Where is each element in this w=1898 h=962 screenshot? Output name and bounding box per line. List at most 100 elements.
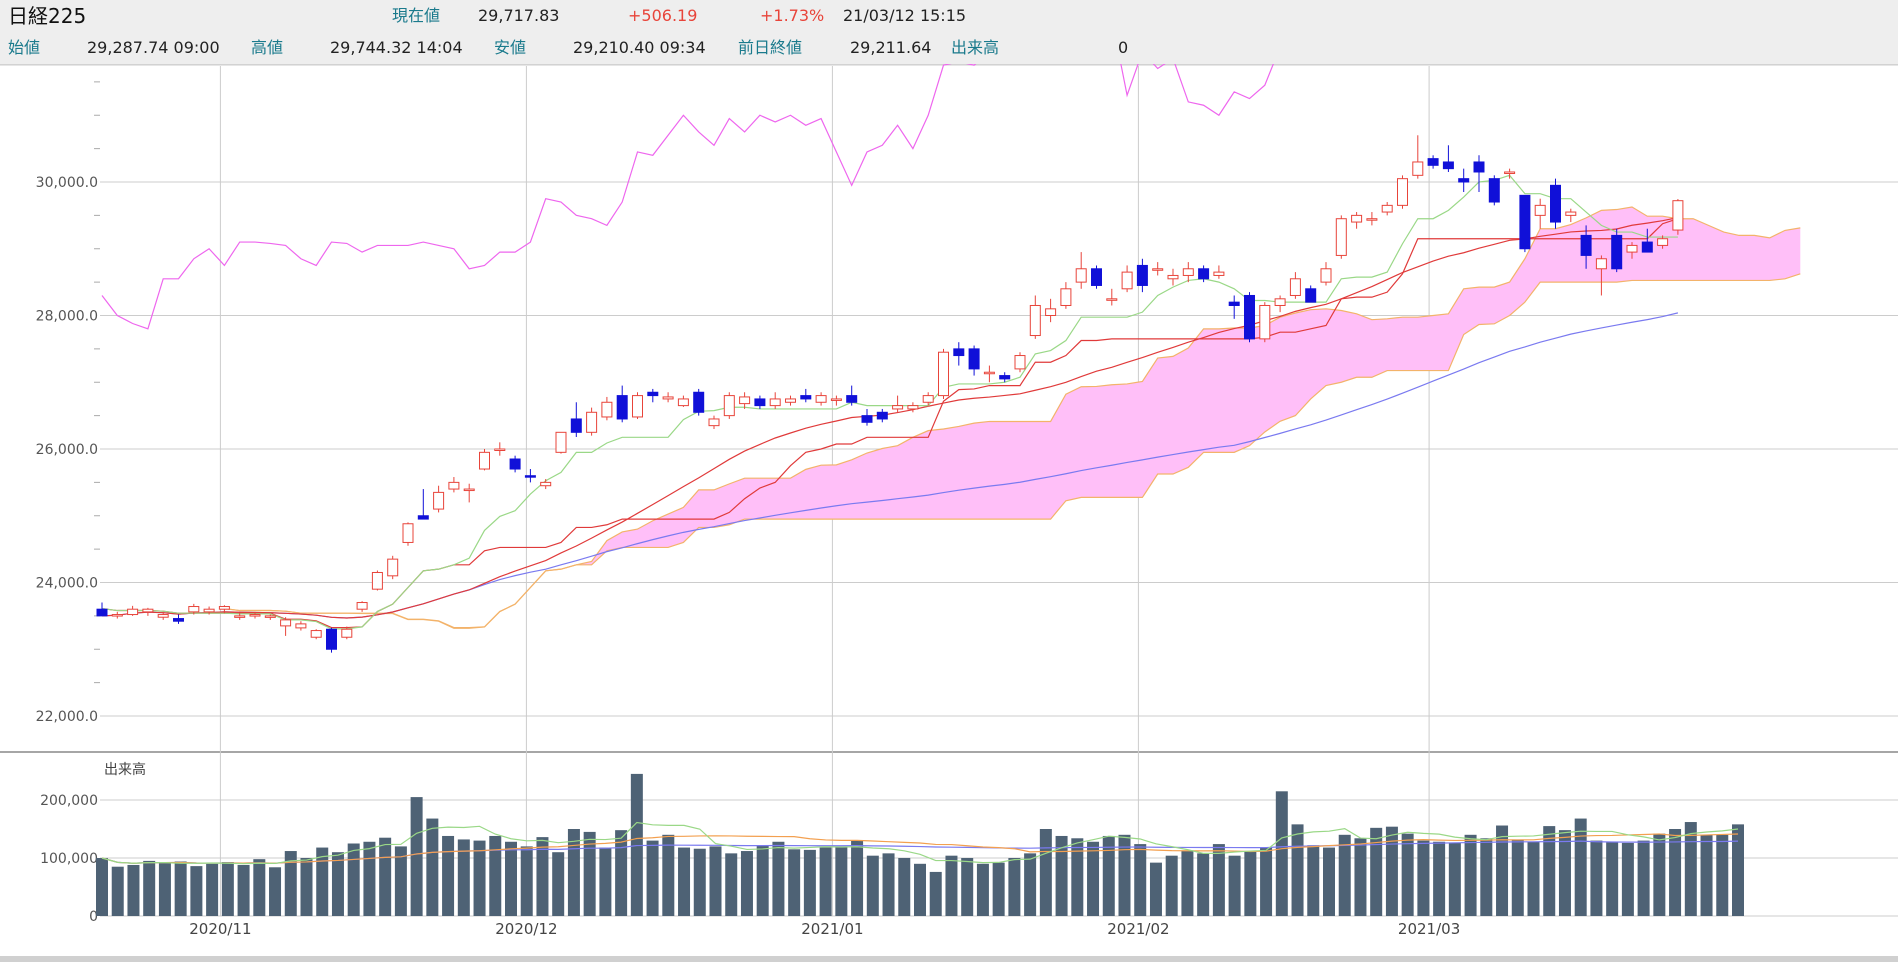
volume-bar[interactable]: [646, 840, 659, 916]
candle[interactable]: [1580, 225, 1592, 269]
candle[interactable]: [769, 392, 781, 409]
candle[interactable]: [1442, 145, 1454, 172]
volume-bar[interactable]: [1071, 838, 1084, 916]
candle[interactable]: [1167, 268, 1179, 286]
candle[interactable]: [708, 415, 720, 429]
volume-bar[interactable]: [756, 845, 769, 916]
volume-bar[interactable]: [520, 846, 533, 916]
volume-bar[interactable]: [1244, 851, 1257, 916]
volume-bar[interactable]: [788, 849, 801, 916]
volume-bar[interactable]: [1684, 822, 1697, 916]
volume-bar[interactable]: [1590, 840, 1603, 916]
candle[interactable]: [938, 348, 949, 399]
candle[interactable]: [785, 395, 796, 406]
candle[interactable]: [953, 342, 965, 366]
volume-bar[interactable]: [143, 860, 156, 916]
candle[interactable]: [815, 392, 827, 406]
volume-bar[interactable]: [190, 866, 203, 916]
candle[interactable]: [387, 555, 399, 580]
volume-bar[interactable]: [1008, 858, 1021, 916]
candle[interactable]: [1320, 262, 1332, 286]
candle[interactable]: [1121, 265, 1133, 293]
volume-bar[interactable]: [662, 834, 675, 916]
candle[interactable]: [1244, 292, 1255, 343]
candle[interactable]: [1504, 168, 1516, 179]
volume-bar[interactable]: [1197, 853, 1210, 916]
volume-bar[interactable]: [1496, 825, 1509, 916]
candle[interactable]: [111, 611, 123, 619]
candle[interactable]: [1519, 194, 1531, 253]
candle[interactable]: [830, 395, 842, 406]
volume-bar[interactable]: [898, 858, 911, 916]
volume-bar[interactable]: [1260, 847, 1273, 916]
candle[interactable]: [693, 388, 705, 416]
volume-bar[interactable]: [1024, 853, 1037, 916]
volume-bar[interactable]: [819, 847, 832, 916]
candle[interactable]: [1136, 258, 1148, 293]
volume-bar[interactable]: [1401, 833, 1414, 916]
candle[interactable]: [968, 345, 980, 376]
volume-bar[interactable]: [1464, 834, 1477, 916]
candle[interactable]: [1626, 242, 1638, 259]
candle[interactable]: [1397, 175, 1408, 209]
candle[interactable]: [1550, 178, 1561, 229]
volume-bar[interactable]: [803, 849, 816, 916]
candle[interactable]: [494, 442, 506, 456]
candle[interactable]: [1091, 265, 1102, 289]
volume-bar[interactable]: [1417, 840, 1430, 916]
price-volume-chart[interactable]: 22,000.0 24,000.0 26,000.0 28,000.0 30,000.0…: [0, 7, 1898, 956]
candle[interactable]: [1458, 168, 1470, 193]
volume-bar[interactable]: [300, 858, 313, 916]
volume-bar[interactable]: [567, 829, 580, 916]
volume-bar[interactable]: [851, 840, 864, 916]
volume-bar[interactable]: [111, 866, 124, 916]
candle[interactable]: [356, 601, 368, 612]
candle[interactable]: [479, 449, 490, 471]
candle[interactable]: [586, 407, 598, 436]
volume-bar[interactable]: [929, 871, 942, 916]
candle[interactable]: [662, 392, 674, 403]
candle[interactable]: [739, 392, 751, 409]
volume-bar[interactable]: [1181, 851, 1194, 916]
candle[interactable]: [417, 489, 429, 520]
volume-bar[interactable]: [1558, 830, 1571, 916]
volume-bar[interactable]: [96, 858, 108, 916]
volume-bar[interactable]: [206, 863, 219, 916]
candle[interactable]: [1641, 228, 1653, 253]
candle[interactable]: [1305, 285, 1317, 303]
candle[interactable]: [999, 372, 1011, 383]
candle[interactable]: [1335, 215, 1347, 259]
candle[interactable]: [264, 614, 276, 620]
volume-bar[interactable]: [945, 855, 958, 916]
candle[interactable]: [188, 603, 200, 615]
candle[interactable]: [280, 617, 292, 636]
candle[interactable]: [892, 395, 904, 413]
candle[interactable]: [203, 606, 215, 615]
volume-bar[interactable]: [740, 851, 753, 916]
candle[interactable]: [173, 614, 184, 624]
volume-bar[interactable]: [882, 853, 895, 916]
candle[interactable]: [96, 602, 108, 617]
candle[interactable]: [249, 611, 261, 619]
volume-bar[interactable]: [1228, 855, 1241, 916]
volume-bar[interactable]: [725, 853, 738, 916]
volume-bar[interactable]: [473, 840, 486, 916]
volume-bar[interactable]: [961, 858, 974, 916]
candle[interactable]: [1259, 302, 1271, 343]
candle[interactable]: [1412, 135, 1424, 179]
candle[interactable]: [524, 469, 536, 483]
volume-bar[interactable]: [583, 831, 596, 916]
horizontal-scrollbar[interactable]: [0, 956, 1898, 962]
candle[interactable]: [1366, 212, 1378, 226]
candle[interactable]: [861, 408, 873, 426]
candle[interactable]: [1182, 262, 1194, 283]
volume-bar[interactable]: [866, 855, 879, 916]
candle[interactable]: [218, 605, 230, 614]
candle[interactable]: [310, 629, 322, 640]
candle[interactable]: [1274, 295, 1286, 313]
candle[interactable]: [616, 385, 628, 423]
candle[interactable]: [1045, 298, 1057, 323]
candle[interactable]: [800, 388, 812, 403]
volume-bar[interactable]: [505, 841, 517, 916]
volume-bar[interactable]: [1448, 842, 1461, 916]
